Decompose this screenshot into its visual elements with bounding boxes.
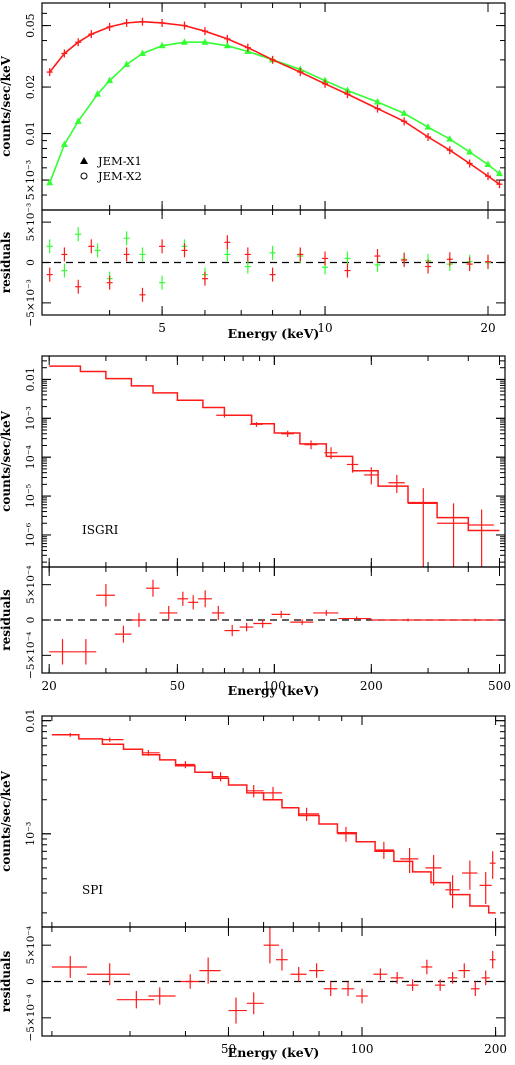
jemx1-point [180, 38, 188, 45]
x-tick-label: 500 [488, 679, 511, 693]
jemx1-point [343, 86, 351, 93]
spi-main-axes [41, 715, 506, 928]
y-axis-label: counts/sec/keV [0, 55, 13, 156]
y-tick-label: −5×10⁻⁴ [25, 632, 37, 679]
jemx1-point [158, 41, 166, 49]
jemx1-point [46, 178, 54, 186]
legend-jemx1: JEM-X1 [97, 154, 142, 168]
jemx1-point [446, 135, 454, 142]
y-tick-label: −5×10⁻⁴ [25, 994, 37, 1041]
x-tick-label: 5 [158, 321, 166, 335]
isgri-label: ISGRI [82, 523, 119, 537]
x-tick-label: 100 [263, 679, 286, 693]
y-tick-label: 5×10⁻⁴ [25, 565, 37, 604]
jemx1-point [424, 123, 432, 130]
residual-axis-label: residuals [0, 589, 13, 651]
jemx1-point [223, 41, 231, 49]
y-tick-label: 10⁻⁵ [24, 484, 37, 508]
y-tick-label: 10⁻⁴ [24, 444, 37, 469]
y-tick-label: 10⁻³ [24, 822, 37, 846]
y-tick-label: 0.02 [24, 75, 37, 100]
spi-panel: 50 100 200 10⁻³ 0.01 −5×10⁻⁴ 0 5×10⁻⁴ counts/sec… [0, 708, 507, 1060]
isgri-model-step [49, 365, 500, 532]
y-tick-label: 10⁻³ [24, 406, 37, 430]
spi-model-step [51, 734, 496, 914]
x-tick-label: 200 [360, 679, 383, 693]
jemx1-point [201, 38, 209, 45]
jemx-panel: 5 10 20 5×10⁻³ 0.01 0.02 0.05 −5×10⁻³ 0 5×10⁻³ cou… [0, 2, 505, 341]
x-axis-label: Energy (keV) [228, 1045, 320, 1060]
x-tick-label: 20 [480, 321, 495, 335]
jemx-residual-axes [41, 209, 506, 316]
jemx1-point [123, 60, 131, 67]
isgri-residual-axes [41, 566, 506, 674]
spi-residual-axes [41, 926, 506, 1037]
spi-label: SPI [82, 883, 103, 897]
x-tick-label: 10 [317, 321, 332, 335]
x-tick-label: 50 [221, 1042, 236, 1056]
jemx1-point [495, 169, 503, 177]
residual-axis-label: residuals [0, 232, 13, 294]
legend-jemx2: JEM-X2 [97, 169, 142, 183]
y-tick-label: 0.01 [24, 367, 37, 392]
y-tick-label: 5×10⁻³ [24, 160, 37, 200]
y-tick-label: 0.05 [24, 13, 37, 38]
legend-circle-icon [80, 172, 88, 180]
y-axis-label: counts/sec/keV [0, 410, 13, 511]
jemx1-point [74, 117, 82, 124]
jemx1-point [400, 109, 408, 116]
y-tick-label: −5×10⁻³ [25, 279, 37, 326]
y-tick-label: 10⁻⁶ [24, 522, 37, 547]
y-tick-label: 5×10⁻⁴ [25, 926, 37, 965]
jemx1-point [466, 147, 474, 155]
y-tick-label: 0 [25, 617, 37, 624]
y-tick-label: 0.01 [24, 708, 37, 733]
y-tick-label: 0 [25, 978, 37, 985]
jemx1-point [374, 98, 382, 105]
y-tick-label: 0 [25, 259, 37, 266]
jemx1-point [484, 160, 492, 168]
y-axis-label: counts/sec/keV [0, 770, 13, 871]
y-tick-label: 5×10⁻³ [25, 203, 37, 242]
residual-axis-label: residuals [0, 951, 13, 1013]
jemx1-point [106, 76, 114, 84]
isgri-panel: 20 50 100 200 500 10⁻⁶ 10⁻⁵ 10⁻⁴ 10⁻³ 0.01 −5×10⁻⁴… [0, 355, 511, 698]
x-tick-label: 50 [170, 679, 185, 693]
jemx1-point [94, 90, 102, 97]
x-tick-label: 20 [42, 679, 57, 693]
x-axis-label: Energy (keV) [228, 326, 320, 341]
jemx1-point [60, 140, 68, 147]
x-tick-label: 200 [484, 1042, 507, 1056]
x-tick-label: 100 [351, 1042, 374, 1056]
jemx1-point [138, 49, 146, 56]
x-axis-label: Energy (keV) [228, 683, 320, 698]
y-tick-label: 0.01 [24, 121, 37, 146]
legend-triangle-icon [80, 157, 88, 164]
